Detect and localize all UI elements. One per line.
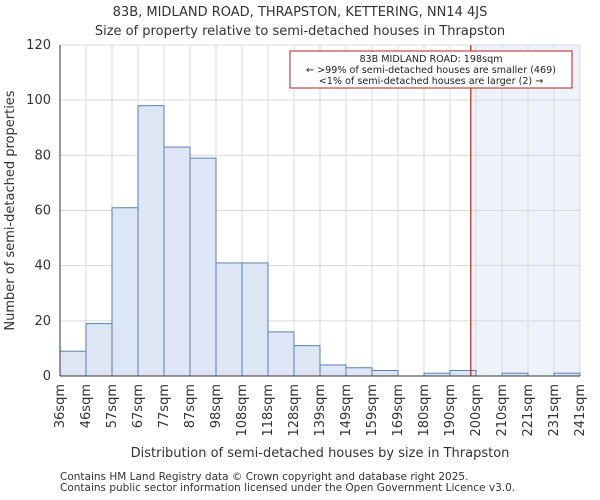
- y-tick-label: 0: [43, 369, 51, 384]
- annotation-line: ← >99% of semi-detached houses are small…: [306, 65, 556, 76]
- x-tick-label: 118sqm: [261, 384, 276, 437]
- x-tick-label: 190sqm: [443, 384, 458, 437]
- x-tick-label: 108sqm: [235, 384, 250, 437]
- annotation-line: 83B MIDLAND ROAD: 198sqm: [359, 54, 502, 65]
- x-tick-label: 87sqm: [183, 384, 198, 428]
- chart-title-block: 83B, MIDLAND ROAD, THRAPSTON, KETTERING,…: [0, 3, 600, 41]
- y-tick-label: 100: [26, 93, 51, 108]
- x-axis-label: Distribution of semi-detached houses by …: [131, 446, 510, 461]
- x-tick-label: 46sqm: [79, 384, 94, 428]
- y-axis-label: Number of semi-detached properties: [3, 90, 18, 330]
- x-tick-label: 128sqm: [287, 384, 302, 437]
- x-tick-label: 169sqm: [391, 384, 406, 437]
- chart-title: 83B, MIDLAND ROAD, THRAPSTON, KETTERING,…: [112, 5, 488, 20]
- bar: [59, 350, 87, 377]
- footer: Contains HM Land Registry data © Crown c…: [60, 472, 515, 494]
- y-tick-label: 40: [34, 259, 51, 274]
- x-tick-label: 139sqm: [313, 384, 328, 437]
- bar: [241, 262, 269, 377]
- annotation-line: <1% of semi-detached houses are larger (…: [319, 76, 544, 87]
- x-tick-label: 36sqm: [53, 384, 68, 428]
- bar: [111, 207, 139, 377]
- footer-line-1: Contains HM Land Registry data © Crown c…: [60, 471, 469, 483]
- x-tick-label: 231sqm: [547, 384, 562, 437]
- bar: [267, 331, 295, 377]
- x-tick-label: 241sqm: [573, 384, 588, 437]
- bar: [137, 105, 165, 377]
- x-tick-label: 98sqm: [209, 384, 224, 428]
- bar: [449, 369, 477, 377]
- x-tick-label: 159sqm: [365, 384, 380, 437]
- bar: [215, 262, 243, 377]
- footer-line-2: Contains public sector information licen…: [60, 482, 516, 494]
- bar: [163, 146, 191, 377]
- y-tick-label: 80: [34, 148, 51, 163]
- bar: [345, 367, 373, 377]
- y-tick-label: 60: [34, 204, 51, 219]
- y-tick-label: 120: [26, 38, 51, 53]
- annotation-box: [289, 50, 573, 89]
- x-tick-label: 210sqm: [495, 384, 510, 437]
- bar: [319, 364, 347, 377]
- x-tick-label: 200sqm: [469, 384, 484, 437]
- x-tick-label: 77sqm: [157, 384, 172, 428]
- x-tick-label: 180sqm: [417, 384, 432, 437]
- bar: [85, 323, 113, 377]
- chart-subtitle: Size of property relative to semi-detach…: [94, 24, 506, 39]
- bar: [189, 157, 217, 377]
- x-tick-label: 67sqm: [131, 384, 146, 428]
- x-tick-label: 149sqm: [339, 384, 354, 437]
- x-tick-label: 221sqm: [521, 384, 536, 437]
- y-tick-label: 20: [34, 314, 51, 329]
- bar: [371, 369, 399, 377]
- x-tick-label: 57sqm: [105, 384, 120, 428]
- bar: [293, 345, 321, 377]
